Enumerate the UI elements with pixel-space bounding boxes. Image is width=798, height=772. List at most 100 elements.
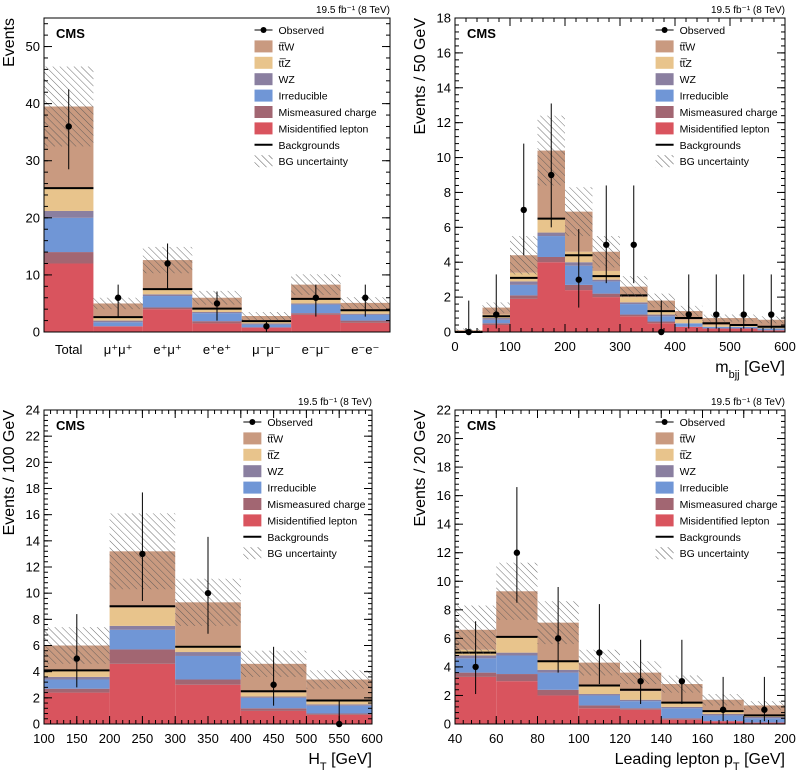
bar-irr-2 xyxy=(537,672,579,690)
category-label: e⁻e⁻ xyxy=(351,342,379,357)
bar-irr-11 xyxy=(757,328,785,331)
legend-item-wz: WZ xyxy=(655,465,697,478)
bar-irr-3 xyxy=(578,695,620,706)
bar-irr-1 xyxy=(109,629,176,650)
legend-item-ttz: tt̅Z xyxy=(655,448,692,462)
obs-point-3 xyxy=(548,171,555,179)
legend-label: Mismeasured charge xyxy=(680,107,778,119)
legend-swatch xyxy=(243,432,262,445)
bar-irr-1 xyxy=(496,655,538,675)
x-tick-label: 250 xyxy=(132,731,154,746)
x-tick-label: 500 xyxy=(296,731,318,746)
legend-label: tt̅W xyxy=(680,41,696,53)
legend-label: tt̅W xyxy=(267,433,283,445)
bar-ttz-2 xyxy=(175,645,241,653)
legend-item-irr: Irreducible xyxy=(254,89,328,103)
panel-ptlead: 0 2 4 6 8 10 12 14 16 18 20 22 40 60 80 100 120 140 160 180… xyxy=(412,397,796,772)
lumi-label: 19.5 fb⁻¹ (8 TeV) xyxy=(316,5,390,16)
y-tick-label: 10 xyxy=(437,150,451,165)
x-tick-label: 350 xyxy=(197,731,219,746)
y-tick-label: 40 xyxy=(26,96,40,111)
bar-ttz-5 xyxy=(661,702,703,707)
legend-label: Mismeasured charge xyxy=(279,107,377,119)
bar-wz-1 xyxy=(93,320,143,323)
bar-fake-5 xyxy=(291,314,341,332)
bar-mis-0 xyxy=(44,252,94,264)
legend-label: Mismeasured charge xyxy=(680,499,778,511)
legend-item-unc: BG uncertainty xyxy=(655,155,750,168)
legend-label: BG uncertainty xyxy=(680,156,750,168)
legend-swatch xyxy=(243,448,262,461)
legend-hatch xyxy=(655,155,674,168)
legend-label: WZ xyxy=(680,466,697,478)
x-tick-label: 100 xyxy=(499,339,521,354)
x-tick-label: 100 xyxy=(33,731,55,746)
x-tick-label: 60 xyxy=(489,731,503,746)
bar-fake-3 xyxy=(578,708,620,724)
x-tick-label: 0 xyxy=(451,339,458,354)
obs-point-0 xyxy=(65,123,72,130)
bar-mis-1 xyxy=(496,674,538,682)
x-tick-label: 40 xyxy=(448,731,462,746)
bar-wz-3 xyxy=(578,694,620,696)
legend-item-fake: Misidentified lepton xyxy=(254,122,369,135)
bar-mis-4 xyxy=(620,708,662,710)
bar-wz-2 xyxy=(142,294,193,297)
bar-fake-6 xyxy=(340,322,390,332)
bar-wz-1 xyxy=(496,652,538,656)
obs-point-2 xyxy=(520,206,527,214)
legend-swatch xyxy=(655,106,674,118)
bar-wz-1 xyxy=(109,625,176,630)
bar-wz-5 xyxy=(661,706,703,709)
legend-label: Observed xyxy=(267,417,313,429)
legend-marker xyxy=(249,419,256,425)
y-tick-label: 10 xyxy=(26,267,40,282)
obs-point-7 xyxy=(761,706,768,713)
y-tick-label: 4 xyxy=(33,664,40,679)
legend-label: Misidentified lepton xyxy=(680,123,770,135)
legend-item-wz: WZ xyxy=(254,73,295,86)
y-tick-label: 2 xyxy=(33,690,40,705)
obs-point-9 xyxy=(713,311,720,318)
obs-point-4 xyxy=(263,323,270,330)
bar-mis-3 xyxy=(537,256,565,263)
legend-label: Irreducible xyxy=(680,91,729,103)
legend-swatch xyxy=(254,56,273,69)
legend-label: Misidentified lepton xyxy=(680,515,770,527)
legend-swatch xyxy=(254,73,273,86)
y-tick-label: 20 xyxy=(26,210,40,225)
bar-fake-3 xyxy=(192,323,242,332)
x-tick-label: 200 xyxy=(99,731,121,746)
bar-mis-3 xyxy=(578,705,620,709)
category-label: e⁺e⁺ xyxy=(203,342,231,357)
bar-irr-4 xyxy=(620,701,662,709)
bar-fake-8 xyxy=(675,326,703,332)
x-tick-label: 600 xyxy=(361,731,383,746)
legend-marker xyxy=(661,27,668,33)
bar-fake-6 xyxy=(702,721,744,724)
legend-label: Misidentified lepton xyxy=(279,123,369,135)
obs-point-1 xyxy=(513,549,521,556)
y-tick-label: 24 xyxy=(26,403,40,418)
bar-fake-2 xyxy=(510,298,538,332)
y-axis-label: Events xyxy=(1,18,18,67)
bar-irr-2 xyxy=(175,655,241,680)
x-axis-label: HT [GeV] xyxy=(308,751,372,772)
obs-point-1 xyxy=(139,550,146,558)
x-tick-label: 160 xyxy=(692,731,714,746)
y-tick-label: 4 xyxy=(444,659,451,674)
plot-frame xyxy=(43,17,391,333)
legend-item-mis: Mismeasured charge xyxy=(655,498,778,511)
legend-label: tt̅Z xyxy=(267,450,280,462)
legend-label: Misidentified lepton xyxy=(267,515,357,527)
legend-label: tt̅Z xyxy=(279,58,292,70)
legend-label: Backgrounds xyxy=(267,532,328,544)
legend-item-observed: Observed xyxy=(254,25,324,37)
obs-point-1 xyxy=(114,294,122,301)
y-tick-label: 16 xyxy=(437,45,451,60)
lumi-label: 19.5 fb⁻¹ (8 TeV) xyxy=(711,5,785,16)
x-tick-label: 550 xyxy=(328,731,350,746)
legend-item-mis: Mismeasured charge xyxy=(243,498,366,511)
experiment-label: CMS xyxy=(467,418,496,433)
bar-fake-2 xyxy=(537,695,579,724)
